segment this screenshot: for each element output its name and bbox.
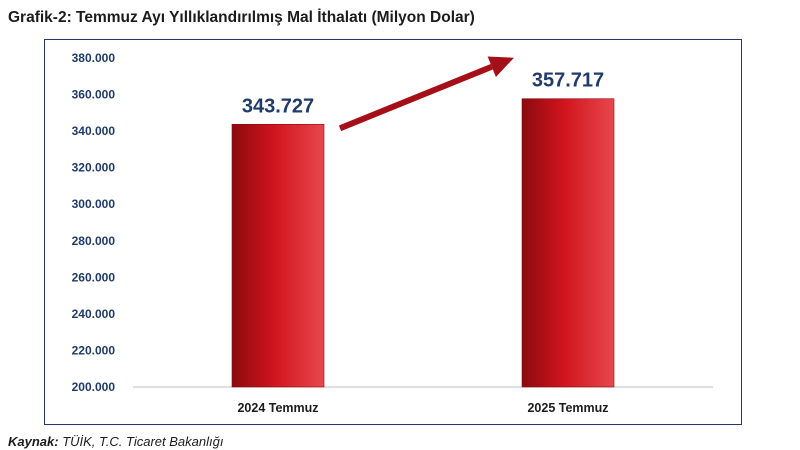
- y-tick-label: 340.000: [72, 124, 116, 138]
- source-text: TÜİK, T.C. Ticaret Bakanlığı: [58, 434, 224, 449]
- bar: [231, 123, 325, 388]
- y-tick-label: 220.000: [72, 343, 116, 357]
- y-tick-label: 240.000: [72, 307, 116, 321]
- y-tick-label: 200.000: [72, 380, 116, 394]
- x-tick-label: 2024 Temmuz: [237, 401, 318, 415]
- bar: [521, 98, 615, 388]
- bar-chart: 200.000 220.000 240.000 260.000 280.000 300.0…: [72, 51, 713, 415]
- y-tick-label: 260.000: [72, 270, 116, 284]
- annotation-layer: [338, 56, 514, 132]
- source-label: Kaynak:: [8, 434, 59, 449]
- increase-arrow-head: [487, 56, 514, 77]
- data-label: 357.717: [532, 70, 604, 92]
- chart-title: Grafik-2: Temmuz Ayı Yıllıklandırılmış M…: [8, 9, 475, 26]
- axis-layer: 200.000 220.000 240.000 260.000 280.000 300.0…: [72, 51, 713, 394]
- increase-arrow-shaft: [338, 63, 493, 132]
- x-tick-label: 2025 Temmuz: [527, 401, 608, 415]
- y-tick-label: 280.000: [72, 234, 116, 248]
- bars-layer: [231, 98, 615, 388]
- y-tick-label: 320.000: [72, 161, 116, 175]
- chart-frame: 200.000 220.000 240.000 260.000 280.000 300.0…: [44, 39, 742, 425]
- y-tick-label: 360.000: [72, 88, 116, 102]
- source-note: Kaynak: TÜİK, T.C. Ticaret Bakanlığı: [8, 434, 223, 449]
- y-tick-label: 300.000: [72, 197, 116, 211]
- y-tick-label: 380.000: [72, 51, 116, 65]
- data-label: 343.727: [242, 95, 314, 117]
- labels-layer: 343.727 2024 Temmuz 357.717 2025 Temmuz: [237, 70, 608, 415]
